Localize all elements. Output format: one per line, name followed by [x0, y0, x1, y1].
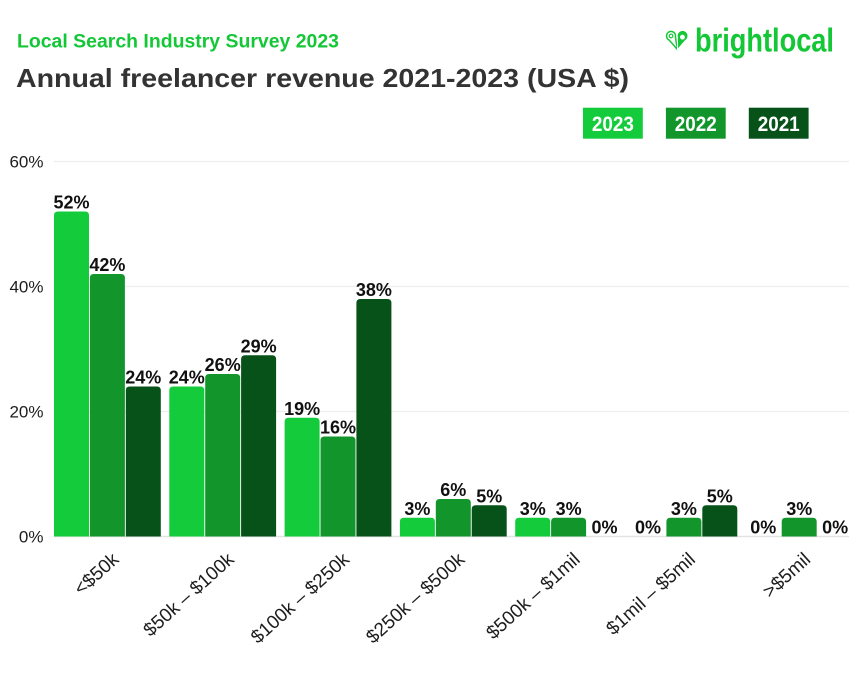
svg-text:brightlocal: brightlocal	[695, 22, 834, 59]
svg-text:Annual freelancer revenue 2021: Annual freelancer revenue 2021-2023 (USA…	[16, 63, 629, 93]
svg-text:5%: 5%	[476, 486, 502, 506]
svg-text:6%: 6%	[440, 480, 466, 500]
svg-text:0%: 0%	[750, 518, 776, 538]
svg-text:3%: 3%	[671, 499, 697, 519]
svg-text:0%: 0%	[822, 518, 848, 538]
svg-text:3%: 3%	[786, 499, 812, 519]
svg-text:3%: 3%	[404, 499, 430, 519]
svg-text:5%: 5%	[707, 486, 733, 506]
svg-text:2022: 2022	[675, 113, 717, 136]
svg-text:2023: 2023	[592, 113, 634, 136]
svg-text:20%: 20%	[9, 403, 43, 422]
svg-text:24%: 24%	[125, 368, 161, 388]
svg-text:0%: 0%	[19, 528, 44, 547]
svg-text:16%: 16%	[320, 418, 356, 438]
svg-text:0%: 0%	[591, 518, 617, 538]
svg-text:3%: 3%	[556, 499, 582, 519]
svg-text:19%: 19%	[284, 399, 320, 419]
svg-text:60%: 60%	[9, 153, 43, 172]
svg-text:26%: 26%	[205, 355, 241, 375]
svg-text:40%: 40%	[9, 278, 43, 297]
svg-text:52%: 52%	[53, 193, 89, 213]
svg-text:Local Search Industry Survey 2: Local Search Industry Survey 2023	[17, 32, 339, 53]
svg-text:3%: 3%	[520, 499, 546, 519]
svg-text:42%: 42%	[89, 255, 125, 275]
svg-text:29%: 29%	[241, 336, 277, 356]
svg-text:24%: 24%	[169, 368, 205, 388]
svg-text:0%: 0%	[635, 518, 661, 538]
svg-text:2021: 2021	[758, 113, 800, 136]
svg-text:38%: 38%	[356, 280, 392, 300]
